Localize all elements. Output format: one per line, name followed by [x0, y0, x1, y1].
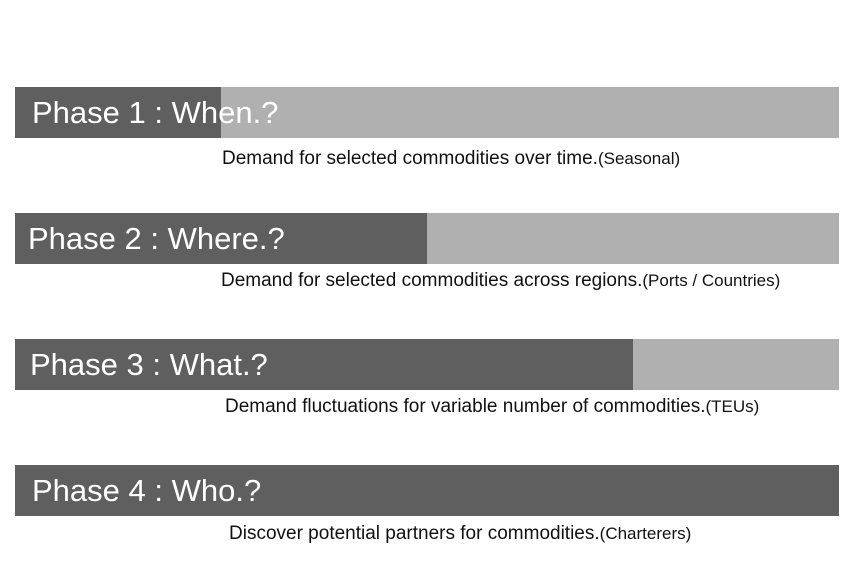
phase-4-description: Discover potential partners for commodit…: [229, 523, 691, 545]
phase-3-description-text: Demand fluctuations for variable number …: [225, 396, 706, 417]
phase-4-title: Phase 4 : Who.?: [32, 473, 262, 508]
phase-2-progress-bar: Phase 2 : Where.?: [15, 213, 839, 264]
phase-2-description: Demand for selected commodities across r…: [221, 270, 780, 292]
phase-3-description-note: (TEUs): [705, 397, 760, 416]
phase-3-progress-fill: [15, 339, 633, 390]
phase-1-progress-fill: [15, 87, 221, 138]
phase-4: Phase 4 : Who.?: [15, 465, 839, 516]
phase-4-description-text: Discover potential partners for commodit…: [229, 523, 600, 544]
phase-2-description-text: Demand for selected commodities across r…: [221, 270, 643, 291]
phase-4-description-note: (Charterers): [599, 524, 692, 543]
phase-1-description-note: (Seasonal): [597, 149, 681, 168]
phase-2-description-note: (Ports / Countries): [642, 271, 781, 290]
phase-4-progress-bar: Phase 4 : Who.?: [15, 465, 839, 516]
phase-1-progress-bar: Phase 1 : When.?: [15, 87, 839, 138]
phase-3: Phase 3 : What.?: [15, 339, 839, 390]
phase-1-description-text: Demand for selected commodities over tim…: [222, 148, 598, 169]
phase-2: Phase 2 : Where.?: [15, 213, 839, 264]
phase-3-title: Phase 3 : What.?: [30, 347, 268, 382]
phase-1-description: Demand for selected commodities over tim…: [222, 148, 680, 170]
phase-2-progress-fill: [15, 213, 427, 264]
phase-3-description: Demand fluctuations for variable number …: [225, 396, 759, 418]
phase-3-progress-bar: Phase 3 : What.?: [15, 339, 839, 390]
phase-4-progress-fill: [15, 465, 839, 516]
phase-2-title: Phase 2 : Where.?: [28, 221, 285, 256]
phase-1: Phase 1 : When.?: [15, 87, 839, 138]
phase-1-title: Phase 1 : When.?: [32, 95, 279, 130]
